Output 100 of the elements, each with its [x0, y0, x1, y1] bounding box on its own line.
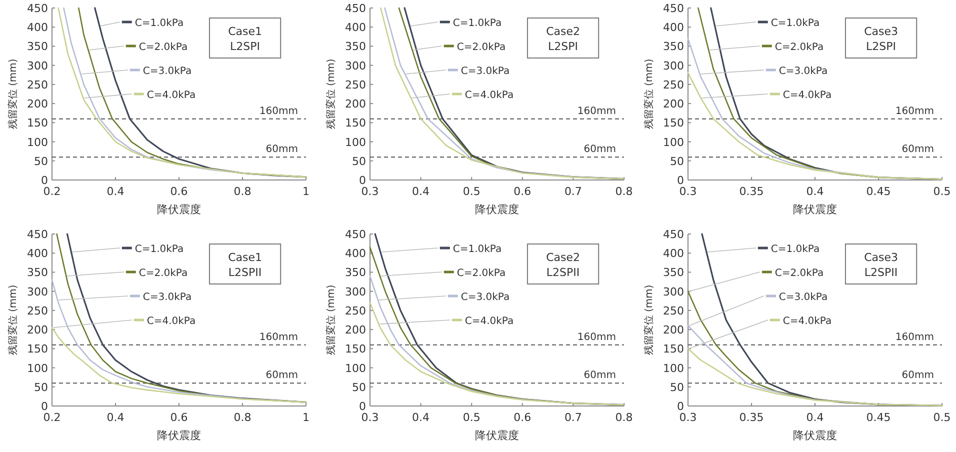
y-axis-title: 残留変位 (mm)	[643, 58, 655, 130]
x-tick-label: 0.35	[739, 411, 764, 424]
y-tick-label: 350	[345, 266, 366, 280]
x-tick-label: 0.8	[234, 185, 252, 198]
x-tick-label: 0.3	[679, 411, 697, 424]
y-tick-label: 250	[345, 304, 366, 318]
y-tick-label: 150	[345, 342, 366, 356]
x-tick-label: 0.6	[514, 411, 532, 424]
x-tick-label: 1	[302, 185, 310, 198]
y-tick-label: 400	[345, 21, 366, 34]
y-axis-title: 残留変位 (mm)	[325, 284, 337, 356]
y-tick-label: 0	[41, 174, 48, 187]
x-tick-label: 0.5	[462, 185, 480, 198]
y-tick-label: 350	[345, 40, 366, 54]
x-tick-label: 0.5	[933, 185, 951, 198]
y-tick-label: 150	[345, 116, 366, 130]
x-tick-label: 0.4	[106, 185, 124, 198]
x-tick-label: 0.7	[564, 411, 582, 424]
y-tick-label: 50	[34, 154, 48, 168]
y-tick-label: 400	[27, 247, 48, 260]
x-tick-label: 0.2	[43, 411, 61, 424]
annotation: L2SPI	[548, 40, 578, 53]
y-tick-label: 300	[27, 59, 48, 72]
y-tick-label: 450	[345, 2, 366, 15]
ref-line-label: 160mm	[259, 332, 298, 343]
x-tick-label: 0.3	[361, 411, 379, 424]
x-tick-label: 0.4	[106, 411, 124, 424]
x-tick-label: 0.5	[933, 411, 951, 424]
y-tick-label: 450	[663, 228, 684, 241]
x-axis-title: 降伏震度	[793, 203, 837, 216]
annotation: L2SPII	[546, 266, 580, 279]
ref-line-label: 60mm	[266, 144, 298, 156]
y-tick-label: 250	[663, 78, 684, 92]
ref-line-label: 60mm	[902, 370, 934, 382]
ref-line-label: 160mm	[895, 106, 934, 117]
x-tick-label: 0.2	[43, 185, 61, 198]
ref-line-label: 160mm	[259, 106, 298, 117]
y-tick-label: 200	[345, 98, 366, 111]
y-tick-label: 300	[27, 285, 48, 298]
annotation: L2SPI	[230, 40, 260, 53]
annotation: Case2	[546, 251, 580, 264]
y-tick-label: 150	[663, 342, 684, 356]
y-tick-label: 200	[345, 324, 366, 337]
y-tick-label: 450	[663, 2, 684, 15]
y-tick-label: 400	[345, 247, 366, 260]
x-tick-label: 0.45	[866, 411, 891, 424]
y-tick-label: 350	[27, 40, 48, 54]
y-tick-label: 100	[663, 362, 684, 375]
ref-line-label: 160mm	[577, 106, 616, 117]
ref-line-label: 60mm	[584, 370, 616, 382]
y-tick-label: 0	[359, 400, 366, 413]
x-tick-label: 0.3	[679, 185, 697, 198]
y-tick-label: 150	[27, 342, 48, 356]
x-tick-label: 0.6	[514, 185, 532, 198]
x-tick-label: 0.4	[412, 411, 430, 424]
y-tick-label: 300	[663, 285, 684, 298]
y-tick-label: 450	[27, 2, 48, 15]
x-tick-label: 0.35	[739, 185, 764, 198]
y-axis-title: 残留変位 (mm)	[325, 58, 337, 130]
y-tick-label: 300	[345, 285, 366, 298]
y-tick-label: 0	[41, 400, 48, 413]
y-tick-label: 200	[27, 324, 48, 337]
x-tick-label: 1	[302, 411, 310, 424]
y-tick-label: 250	[27, 78, 48, 92]
y-tick-label: 300	[345, 59, 366, 72]
y-tick-label: 100	[27, 362, 48, 375]
x-tick-label: 0.4	[806, 411, 824, 424]
y-tick-label: 250	[345, 78, 366, 92]
annotation: Case1	[228, 25, 262, 38]
y-tick-label: 400	[663, 21, 684, 34]
x-tick-label: 0.8	[234, 411, 252, 424]
x-tick-label: 0.3	[361, 185, 379, 198]
y-tick-label: 0	[359, 174, 366, 187]
x-tick-label: 0.4	[806, 185, 824, 198]
ref-line-label: 160mm	[577, 332, 616, 343]
ref-line-label: 60mm	[902, 144, 934, 156]
x-tick-label: 0.5	[462, 411, 480, 424]
x-tick-label: 0.45	[866, 185, 891, 198]
y-tick-label: 50	[352, 154, 366, 168]
y-tick-label: 200	[27, 98, 48, 111]
y-tick-label: 250	[27, 304, 48, 318]
annotation: L2SPII	[864, 266, 898, 279]
x-axis-title: 降伏震度	[157, 429, 201, 442]
y-tick-label: 50	[34, 380, 48, 394]
y-tick-label: 350	[663, 40, 684, 54]
x-tick-label: 0.8	[615, 185, 633, 198]
y-axis-title: 残留変位 (mm)	[7, 284, 19, 356]
y-tick-label: 150	[663, 116, 684, 130]
y-tick-label: 100	[27, 136, 48, 149]
x-tick-label: 0.4	[412, 185, 430, 198]
x-tick-label: 0.6	[170, 185, 188, 198]
y-tick-label: 100	[663, 136, 684, 149]
annotation: Case2	[546, 25, 580, 38]
y-tick-label: 0	[677, 174, 684, 187]
ref-line-label: 60mm	[266, 370, 298, 382]
x-tick-label: 0.8	[615, 411, 633, 424]
y-tick-label: 250	[663, 304, 684, 318]
y-tick-label: 0	[677, 400, 684, 413]
annotation: Case3	[864, 25, 898, 38]
y-tick-label: 400	[27, 21, 48, 34]
